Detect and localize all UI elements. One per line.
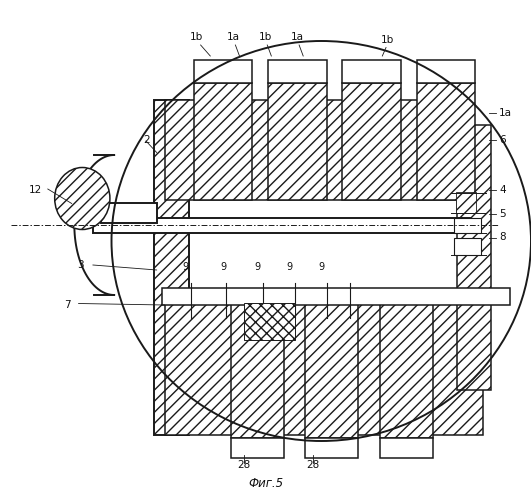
Text: 12: 12 — [29, 185, 42, 195]
Bar — [93, 218, 470, 232]
Bar — [380, 438, 433, 458]
Bar — [305, 438, 358, 458]
Bar — [305, 302, 358, 438]
Text: 6: 6 — [499, 135, 506, 145]
Text: 9: 9 — [254, 262, 261, 272]
Text: 5: 5 — [499, 209, 506, 219]
Bar — [162, 288, 510, 305]
Text: 1b: 1b — [259, 32, 272, 42]
Text: 28: 28 — [238, 460, 251, 470]
Bar — [457, 125, 491, 390]
Bar — [380, 302, 433, 438]
Bar — [231, 302, 284, 438]
Text: 1a: 1a — [227, 32, 240, 42]
Bar — [231, 438, 284, 458]
Text: Фиг.5: Фиг.5 — [248, 477, 283, 490]
Bar — [417, 60, 475, 82]
Bar — [244, 302, 295, 340]
Text: 4: 4 — [499, 185, 506, 195]
Text: 9: 9 — [318, 262, 324, 272]
Text: 28: 28 — [307, 460, 320, 470]
Text: 1a: 1a — [291, 32, 304, 42]
Text: 1b: 1b — [190, 32, 203, 42]
Bar — [454, 218, 481, 232]
Text: 1a: 1a — [499, 108, 512, 118]
Bar — [154, 100, 189, 435]
Bar — [456, 192, 476, 212]
Bar — [194, 60, 252, 82]
Text: 9: 9 — [286, 262, 293, 272]
Text: 3: 3 — [77, 260, 83, 270]
Bar — [417, 82, 475, 200]
Ellipse shape — [55, 168, 110, 230]
Text: 9: 9 — [220, 262, 226, 272]
Text: 2: 2 — [143, 135, 150, 145]
Bar — [342, 60, 401, 82]
Bar — [342, 82, 401, 200]
Text: 7: 7 — [64, 300, 70, 310]
Bar — [194, 82, 252, 200]
Bar — [454, 238, 481, 255]
Bar — [165, 295, 483, 435]
Text: 8: 8 — [499, 232, 506, 242]
Text: 9: 9 — [183, 262, 189, 272]
Bar — [268, 60, 327, 82]
Text: 1b: 1b — [381, 35, 394, 45]
Bar — [268, 82, 327, 200]
Bar — [165, 100, 467, 200]
Bar — [101, 202, 157, 222]
